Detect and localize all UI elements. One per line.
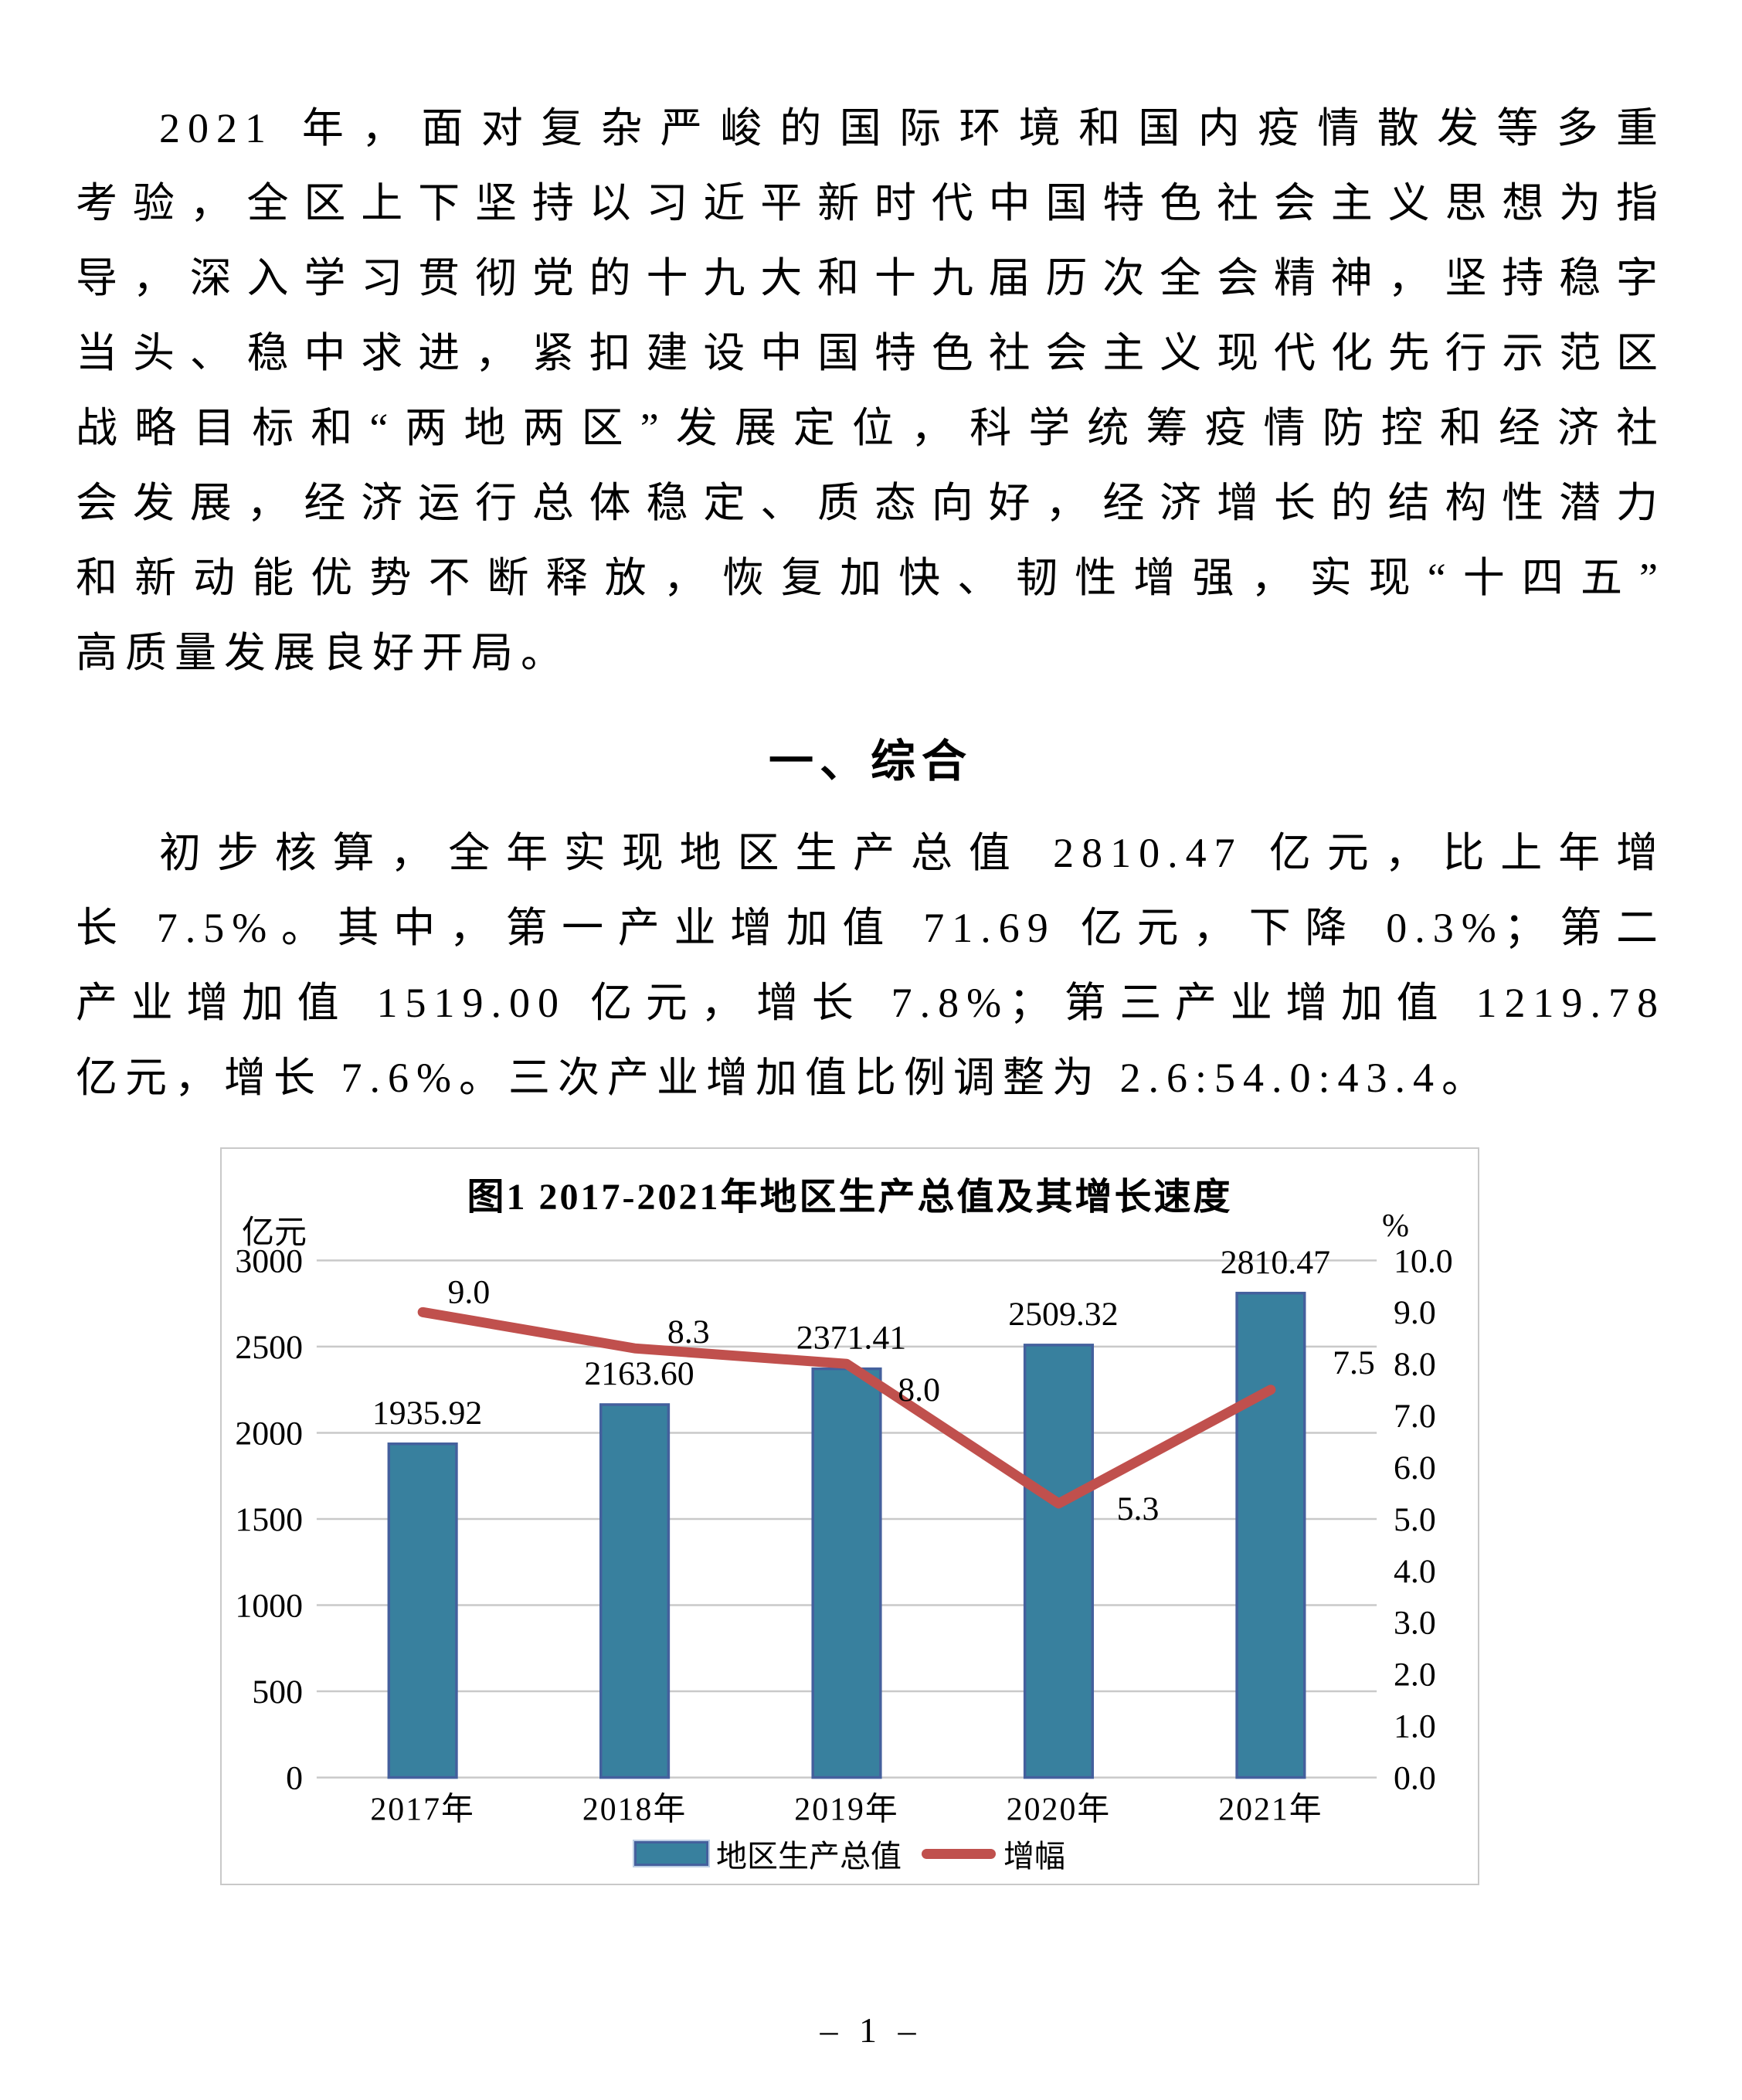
svg-text:2.0: 2.0 — [1394, 1657, 1436, 1694]
page-number: – 1 – — [820, 2010, 922, 2050]
svg-text:9.0: 9.0 — [447, 1273, 490, 1310]
svg-text:2500: 2500 — [235, 1329, 303, 1366]
svg-text:2371.41: 2371.41 — [796, 1320, 906, 1357]
text-line: 初步核算，全年实现地区生产总值 2810.47 亿元，比上年增 — [159, 830, 1666, 876]
svg-text:2509.32: 2509.32 — [1008, 1296, 1118, 1333]
line-series-label: 增幅 — [1003, 1839, 1065, 1874]
chart-title: 图1 2017-2021年地区生产总值及其增长速度 — [467, 1177, 1233, 1218]
svg-text:3000: 3000 — [235, 1242, 303, 1279]
line-series-swatch — [922, 1848, 996, 1859]
svg-text:1935.92: 1935.92 — [372, 1395, 482, 1432]
svg-text:1500: 1500 — [235, 1501, 303, 1538]
text-line: 和新动能优势不断释放，恢复加快、韧性增强，实现“十四五” — [76, 555, 1666, 601]
left-axis-unit-label: 亿元 — [242, 1215, 307, 1251]
svg-text:2163.60: 2163.60 — [584, 1355, 694, 1392]
svg-text:2017年: 2017年 — [370, 1791, 474, 1827]
svg-text:5.3: 5.3 — [1117, 1490, 1160, 1527]
svg-text:3.0: 3.0 — [1394, 1605, 1436, 1642]
svg-text:1000: 1000 — [235, 1587, 303, 1624]
svg-text:2000: 2000 — [235, 1415, 303, 1452]
svg-text:9.0: 9.0 — [1394, 1294, 1436, 1331]
svg-text:2021年: 2021年 — [1218, 1791, 1323, 1827]
svg-text:500: 500 — [252, 1674, 303, 1711]
svg-text:4.0: 4.0 — [1394, 1553, 1436, 1590]
svg-text:1.0: 1.0 — [1394, 1708, 1436, 1745]
svg-text:2020年: 2020年 — [1007, 1791, 1111, 1827]
chart-legend: 地区生产总值 增幅 — [222, 1831, 1478, 1876]
text-line: 战略目标和“两地两区”发展定位，科学统筹疫情防控和经济社 — [76, 405, 1666, 451]
text-line: 当头、稳中求进，紧扣建设中国特色社会主义现代化先行示范区 — [76, 330, 1666, 376]
svg-text:2810.47: 2810.47 — [1221, 1244, 1330, 1281]
svg-text:0.0: 0.0 — [1394, 1760, 1436, 1797]
text-line: 长 7.5%。其中，第一产业增加值 71.69 亿元，下降 0.3%；第二 — [76, 905, 1666, 951]
section-heading: 一、综合 — [768, 736, 973, 787]
text-line: 2021 年，面对复杂严峻的国际环境和国内疫情散发等多重 — [159, 105, 1666, 151]
bar-series-label: 地区生产总值 — [716, 1839, 902, 1874]
report-body-text: 2021 年，面对复杂严峻的国际环境和国内疫情散发等多重 考验，全区上下坚持以习… — [76, 91, 1666, 1116]
paragraph-1: 2021 年，面对复杂严峻的国际环境和国内疫情散发等多重 考验，全区上下坚持以习… — [76, 91, 1666, 691]
svg-text:8.0: 8.0 — [1394, 1346, 1436, 1383]
svg-text:5.0: 5.0 — [1394, 1501, 1436, 1538]
svg-text:6.0: 6.0 — [1394, 1449, 1436, 1487]
svg-text:2019年: 2019年 — [794, 1791, 898, 1827]
svg-text:8.0: 8.0 — [898, 1371, 940, 1408]
chart-plot-area: 3000 2500 2000 1500 1000 500 0 10.0 9.0 8.0 7.0 6.0… — [235, 1242, 1453, 1827]
svg-text:7.5: 7.5 — [1333, 1344, 1375, 1381]
right-axis-unit-label: % — [1382, 1208, 1409, 1244]
svg-text:0: 0 — [286, 1760, 303, 1797]
svg-text:2018年: 2018年 — [582, 1791, 687, 1827]
paragraph-2: 初步核算，全年实现地区生产总值 2810.47 亿元，比上年增 长 7.5%。其… — [76, 816, 1666, 1116]
text-line: 考验，全区上下坚持以习近平新时代中国特色社会主义思想为指 — [76, 180, 1666, 226]
bar-series-swatch — [633, 1840, 710, 1867]
svg-text:7.0: 7.0 — [1394, 1398, 1436, 1435]
text-line: 亿元，增长 7.6%。三次产业增加值比例调整为 2.6:54.0:43.4。 — [76, 1055, 1491, 1101]
svg-text:8.3: 8.3 — [667, 1313, 710, 1351]
svg-text:10.0: 10.0 — [1394, 1242, 1453, 1279]
text-line: 高质量发展良好开局。 — [76, 630, 570, 676]
text-line: 产业增加值 1519.00 亿元，增长 7.8%；第三产业增加值 1219.78 — [76, 980, 1666, 1026]
text-line: 会发展，经济运行总体稳定、质态向好，经济增长的结构性潜力 — [76, 480, 1666, 526]
gdp-growth-chart: 3000 2500 2000 1500 1000 500 0 10.0 9.0 8.0 7.0 6.0… — [220, 1147, 1479, 1885]
text-line: 导，深入学习贯彻党的十九大和十九届历次全会精神，坚持稳字 — [76, 255, 1666, 301]
